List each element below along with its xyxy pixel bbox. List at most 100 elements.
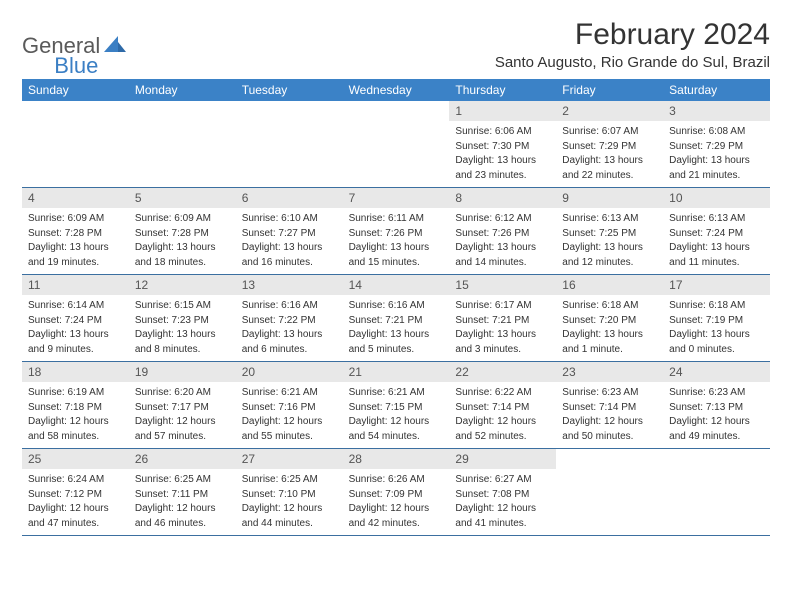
day-cell: 20Sunrise: 6:21 AMSunset: 7:16 PMDayligh… <box>236 362 343 448</box>
day-details: Sunrise: 6:20 AMSunset: 7:17 PMDaylight:… <box>129 382 236 448</box>
daylight-text: Daylight: 13 hours and 22 minutes. <box>562 154 657 183</box>
daylight-text: Daylight: 13 hours and 19 minutes. <box>28 241 123 270</box>
day-cell: 11Sunrise: 6:14 AMSunset: 7:24 PMDayligh… <box>22 275 129 361</box>
sunset-text: Sunset: 7:20 PM <box>562 314 657 329</box>
day-cell: 21Sunrise: 6:21 AMSunset: 7:15 PMDayligh… <box>343 362 450 448</box>
day-cell: 10Sunrise: 6:13 AMSunset: 7:24 PMDayligh… <box>663 188 770 274</box>
logo-triangle-icon <box>104 36 126 57</box>
day-number: 1 <box>449 101 556 121</box>
day-cell: 1 Sunrise: 6:06 AMSunset: 7:30 PMDaylight… <box>449 101 556 187</box>
day-cell <box>22 101 129 187</box>
sunrise-text: Sunrise: 6:15 AM <box>135 299 230 314</box>
sunset-text: Sunset: 7:15 PM <box>349 401 444 416</box>
sunrise-text: Sunrise: 6:18 AM <box>562 299 657 314</box>
sunrise-text: Sunrise: 6:21 AM <box>242 386 337 401</box>
day-details: Sunrise: 6:13 AMSunset: 7:25 PMDaylight:… <box>556 208 663 274</box>
day-cell: 27Sunrise: 6:25 AMSunset: 7:10 PMDayligh… <box>236 449 343 535</box>
daylight-text: Daylight: 13 hours and 5 minutes. <box>349 328 444 357</box>
day-number: 18 <box>22 362 129 382</box>
week-row: 1Sunrise: 6:06 AMSunset: 7:30 PMDaylight… <box>22 101 770 188</box>
sunset-text: Sunset: 7:09 PM <box>349 488 444 503</box>
day-number: 26 <box>129 449 236 469</box>
daylight-text: Daylight: 13 hours and 12 minutes. <box>562 241 657 270</box>
location-text: Santo Augusto, Rio Grande do Sul, Brazil <box>495 54 770 71</box>
sunset-text: Sunset: 7:28 PM <box>28 227 123 242</box>
sunset-text: Sunset: 7:29 PM <box>669 140 764 155</box>
day-cell: 17Sunrise: 6:18 AMSunset: 7:19 PMDayligh… <box>663 275 770 361</box>
sunrise-text: Sunrise: 6:06 AM <box>455 125 550 140</box>
day-cell: 6Sunrise: 6:10 AMSunset: 7:27 PMDaylight… <box>236 188 343 274</box>
day-details: Sunrise: 6:11 AMSunset: 7:26 PMDaylight:… <box>343 208 450 274</box>
day-details: Sunrise: 6:22 AMSunset: 7:14 PMDaylight:… <box>449 382 556 448</box>
sunset-text: Sunset: 7:21 PM <box>349 314 444 329</box>
day-details: Sunrise: 6:09 AMSunset: 7:28 PMDaylight:… <box>22 208 129 274</box>
day-cell: 14Sunrise: 6:16 AMSunset: 7:21 PMDayligh… <box>343 275 450 361</box>
day-cell: 22Sunrise: 6:22 AMSunset: 7:14 PMDayligh… <box>449 362 556 448</box>
sunrise-text: Sunrise: 6:22 AM <box>455 386 550 401</box>
sunrise-text: Sunrise: 6:17 AM <box>455 299 550 314</box>
day-number: 22 <box>449 362 556 382</box>
day-number: 6 <box>236 188 343 208</box>
sunrise-text: Sunrise: 6:09 AM <box>135 212 230 227</box>
day-number: 19 <box>129 362 236 382</box>
sunrise-text: Sunrise: 6:13 AM <box>669 212 764 227</box>
day-number: 11 <box>22 275 129 295</box>
day-cell: 2Sunrise: 6:07 AMSunset: 7:29 PMDaylight… <box>556 101 663 187</box>
daylight-text: Daylight: 13 hours and 23 minutes. <box>455 154 550 183</box>
daylight-text: Daylight: 13 hours and 0 minutes. <box>669 328 764 357</box>
daylight-text: Daylight: 12 hours and 50 minutes. <box>562 415 657 444</box>
day-details: Sunrise: 6:18 AMSunset: 7:20 PMDaylight:… <box>556 295 663 361</box>
day-number: 5 <box>129 188 236 208</box>
day-number <box>556 449 663 469</box>
sunset-text: Sunset: 7:10 PM <box>242 488 337 503</box>
sunset-text: Sunset: 7:24 PM <box>669 227 764 242</box>
day-number <box>236 101 343 121</box>
day-number: 23 <box>556 362 663 382</box>
daylight-text: Daylight: 12 hours and 52 minutes. <box>455 415 550 444</box>
daylight-text: Daylight: 13 hours and 6 minutes. <box>242 328 337 357</box>
day-number: 8 <box>449 188 556 208</box>
day-details: Sunrise: 6:16 AMSunset: 7:22 PMDaylight:… <box>236 295 343 361</box>
weekday-thursday: Thursday <box>449 79 556 101</box>
sunset-text: Sunset: 7:30 PM <box>455 140 550 155</box>
daylight-text: Daylight: 13 hours and 15 minutes. <box>349 241 444 270</box>
sunset-text: Sunset: 7:18 PM <box>28 401 123 416</box>
day-cell: 29Sunrise: 6:27 AMSunset: 7:08 PMDayligh… <box>449 449 556 535</box>
month-title: February 2024 <box>495 18 770 52</box>
sunset-text: Sunset: 7:25 PM <box>562 227 657 242</box>
sunset-text: Sunset: 7:28 PM <box>135 227 230 242</box>
day-cell: 5Sunrise: 6:09 AMSunset: 7:28 PMDaylight… <box>129 188 236 274</box>
day-cell <box>236 101 343 187</box>
week-row: 4Sunrise: 6:09 AMSunset: 7:28 PMDaylight… <box>22 188 770 275</box>
day-number: 15 <box>449 275 556 295</box>
sunrise-text: Sunrise: 6:25 AM <box>242 473 337 488</box>
day-number: 17 <box>663 275 770 295</box>
daylight-text: Daylight: 13 hours and 3 minutes. <box>455 328 550 357</box>
day-cell: 13Sunrise: 6:16 AMSunset: 7:22 PMDayligh… <box>236 275 343 361</box>
day-details: Sunrise: 6:25 AMSunset: 7:11 PMDaylight:… <box>129 469 236 535</box>
header: General Blue February 2024 Santo Augusto… <box>22 18 770 71</box>
day-number: 9 <box>556 188 663 208</box>
day-cell: 26Sunrise: 6:25 AMSunset: 7:11 PMDayligh… <box>129 449 236 535</box>
weeks-container: 1Sunrise: 6:06 AMSunset: 7:30 PMDaylight… <box>22 101 770 536</box>
week-row: 18Sunrise: 6:19 AMSunset: 7:18 PMDayligh… <box>22 362 770 449</box>
day-details: Sunrise: 6:13 AMSunset: 7:24 PMDaylight:… <box>663 208 770 274</box>
day-details: Sunrise: 6:27 AMSunset: 7:08 PMDaylight:… <box>449 469 556 535</box>
day-number <box>663 449 770 469</box>
sunset-text: Sunset: 7:08 PM <box>455 488 550 503</box>
day-cell: 8Sunrise: 6:12 AMSunset: 7:26 PMDaylight… <box>449 188 556 274</box>
daylight-text: Daylight: 13 hours and 21 minutes. <box>669 154 764 183</box>
sunset-text: Sunset: 7:29 PM <box>562 140 657 155</box>
day-cell: 23Sunrise: 6:23 AMSunset: 7:14 PMDayligh… <box>556 362 663 448</box>
day-cell <box>556 449 663 535</box>
sunrise-text: Sunrise: 6:09 AM <box>28 212 123 227</box>
day-number: 14 <box>343 275 450 295</box>
sunrise-text: Sunrise: 6:18 AM <box>669 299 764 314</box>
day-number: 10 <box>663 188 770 208</box>
day-number: 20 <box>236 362 343 382</box>
daylight-text: Daylight: 12 hours and 58 minutes. <box>28 415 123 444</box>
day-details: Sunrise: 6:08 AMSunset: 7:29 PMDaylight:… <box>663 121 770 187</box>
sunrise-text: Sunrise: 6:24 AM <box>28 473 123 488</box>
daylight-text: Daylight: 13 hours and 11 minutes. <box>669 241 764 270</box>
day-number: 7 <box>343 188 450 208</box>
